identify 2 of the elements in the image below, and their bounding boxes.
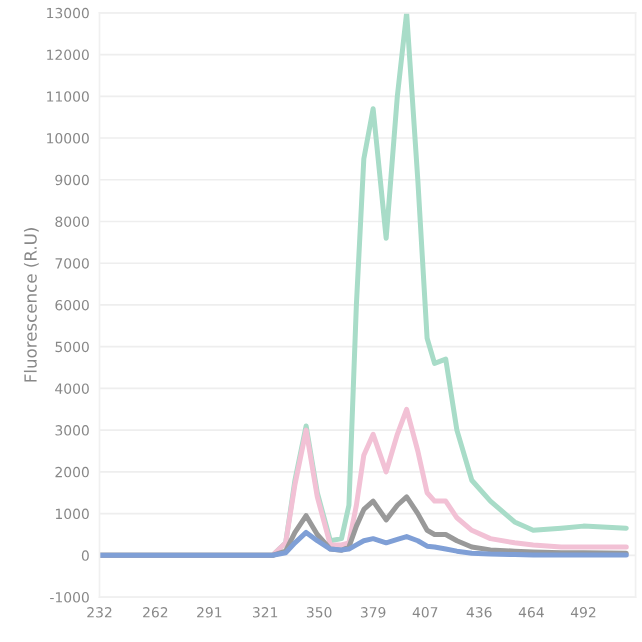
y-axis-title: Fluorescence (R.U) [23, 228, 39, 382]
line-series [99, 529, 629, 558]
